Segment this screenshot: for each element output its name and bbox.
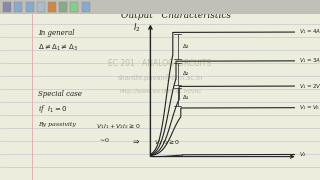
Text: $I_2$: $I_2$: [133, 22, 141, 34]
Text: EC 201 : ANALOG CIRCUITS: EC 201 : ANALOG CIRCUITS: [108, 58, 212, 68]
Text: $V_2$: $V_2$: [299, 150, 307, 159]
Text: Output   Characteristics: Output Characteristics: [121, 11, 231, 20]
Text: $V_1 = V_0$: $V_1 = V_0$: [299, 103, 320, 112]
Text: http://www.ee.iitm.ac.in/visi: http://www.ee.iitm.ac.in/visi: [119, 89, 201, 94]
Text: shanthi.pavan@iitm.ac.in: shanthi.pavan@iitm.ac.in: [117, 74, 203, 81]
Text: if  $I_1 = 0$: if $I_1 = 0$: [38, 103, 68, 115]
Text: In general: In general: [38, 29, 75, 37]
Text: $\Delta_1$: $\Delta_1$: [182, 93, 190, 102]
Bar: [48, 2, 56, 12]
Text: Special case: Special case: [38, 90, 82, 98]
Text: $V_1 = 4A$: $V_1 = 4A$: [299, 27, 320, 36]
Text: $\Rightarrow$: $\Rightarrow$: [131, 138, 141, 146]
Text: $V_1 = 3A$: $V_1 = 3A$: [299, 57, 320, 66]
Text: $V_2\, I_2 \geq 0$: $V_2\, I_2 \geq 0$: [154, 138, 180, 147]
Text: $\Delta \neq \Delta_1 \neq \Delta_3$: $\Delta \neq \Delta_1 \neq \Delta_3$: [38, 43, 78, 53]
Text: $\Delta_2$: $\Delta_2$: [182, 69, 190, 78]
Bar: [37, 2, 45, 12]
Bar: [3, 2, 11, 12]
Bar: [82, 2, 90, 12]
Text: 0: 0: [105, 138, 109, 143]
Text: $V_1 I_1 + V_2 I_2 \geq 0$: $V_1 I_1 + V_2 I_2 \geq 0$: [96, 122, 141, 131]
Text: $V_1 = 2V_0$: $V_1 = 2V_0$: [299, 82, 320, 91]
Bar: [59, 2, 67, 12]
Bar: [70, 2, 78, 12]
Bar: [26, 2, 34, 12]
Bar: [0, 0, 320, 14]
Text: By passivity: By passivity: [38, 122, 76, 127]
Text: $\Delta_3$: $\Delta_3$: [182, 42, 190, 51]
Text: $\sim$: $\sim$: [98, 138, 105, 143]
Bar: [14, 2, 22, 12]
